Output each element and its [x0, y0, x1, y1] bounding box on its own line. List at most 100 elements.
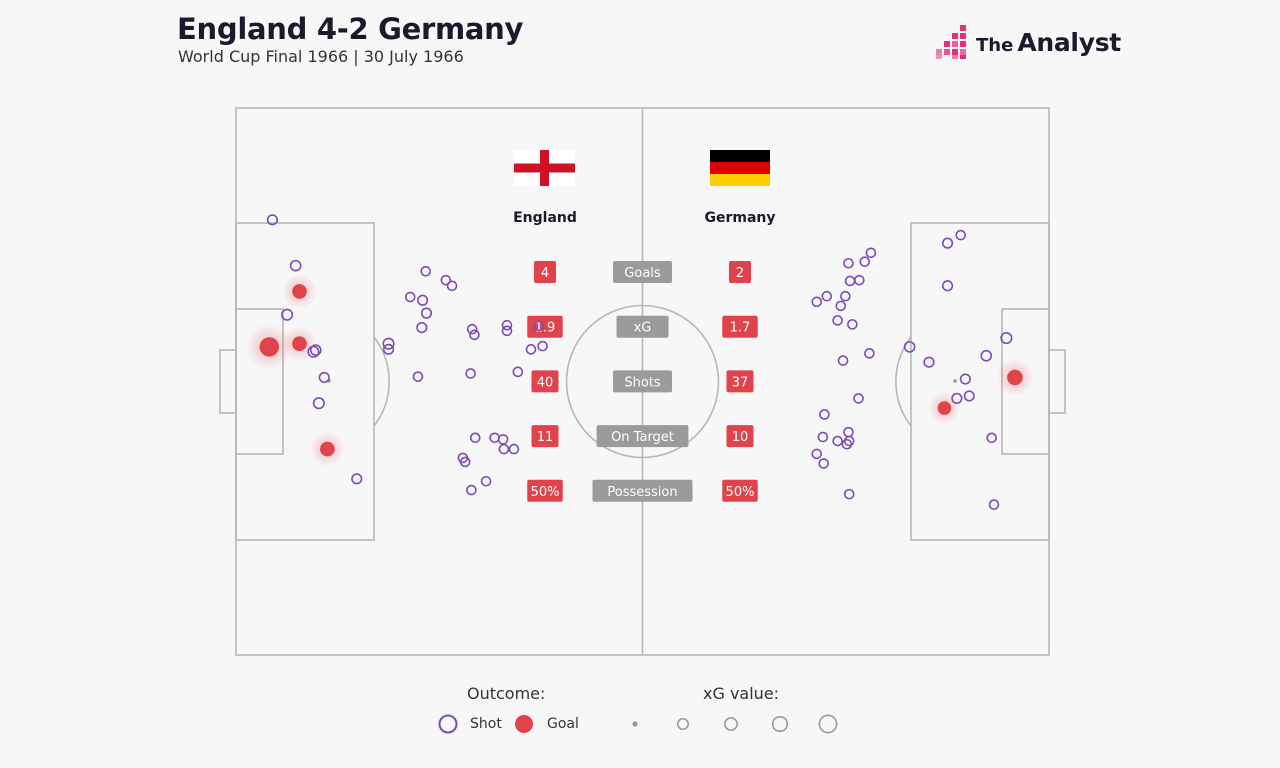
stat-value-england-goals: 4 [541, 266, 549, 281]
stat-badge-england-shots [531, 370, 559, 393]
england-shot-marker [459, 456, 471, 468]
chart-subtitle: World Cup Final 1966 | 30 July 1966 [178, 47, 464, 66]
england-shot-marker [466, 484, 477, 496]
germany-shot-marker [837, 355, 849, 366]
team-name-england: England [513, 210, 577, 226]
germany-flag-icon [710, 150, 770, 186]
germany-shot-marker [844, 275, 856, 287]
germany-shot-marker [817, 431, 829, 443]
germany-shot-marker [819, 409, 830, 420]
legend-xg-title: xG value: [703, 684, 780, 703]
england-shot-marker [512, 366, 524, 378]
england-shot-marker [382, 343, 395, 355]
germany-goal-marker [937, 401, 952, 415]
england-shot-marker [416, 322, 428, 334]
germany-shot-marker [903, 341, 916, 353]
germany-shot-marker [1000, 332, 1013, 345]
germany-shot-marker [955, 229, 967, 241]
stat-label-pill-possession [592, 479, 693, 502]
germany-shot-marker [959, 373, 971, 385]
england-goal-marker [259, 337, 279, 357]
stats-table: Goals 4 2 xG 1.9 1.7 Shots 40 37 On Target 11 10 Pos… [527, 261, 758, 502]
england-shot-marker [469, 432, 481, 444]
germany-shot-marker [818, 458, 829, 469]
brand-the: The [976, 34, 1014, 56]
stat-value-england-on-target: 11 [537, 430, 554, 445]
stat-label-possession: Possession [607, 485, 677, 500]
england-goal-marker [320, 441, 335, 457]
germany-shot-marker [941, 280, 954, 292]
england-shot-marker [312, 397, 325, 410]
germany-shot-marker [865, 247, 877, 259]
stat-value-england-possession: 50% [531, 485, 560, 500]
germany-shot-marker [843, 435, 855, 447]
stat-label-goals: Goals [624, 266, 661, 281]
stat-value-germany-xg: 1.7 [730, 321, 751, 336]
stat-badge-england-goals [534, 261, 556, 283]
england-shot-marker [525, 344, 537, 355]
england-shot-marker [480, 475, 492, 487]
legend-shot-marker [438, 714, 458, 734]
germany-shot-marker [980, 349, 993, 362]
germany-shot-marker [843, 426, 854, 438]
germany-shot-marker [864, 348, 875, 359]
analyst-logo-icon [936, 25, 966, 59]
germany-shot-marker [963, 390, 975, 402]
team-name-germany: Germany [704, 210, 775, 226]
england-shot-marker [266, 214, 278, 226]
england-shot-marker [417, 294, 429, 306]
stat-badge-germany-shots [726, 370, 754, 393]
germany-goal-marker [1007, 369, 1023, 386]
england-shot-marker [382, 337, 395, 350]
germany-shot-marker [859, 256, 871, 267]
stat-label-shots: Shots [624, 375, 661, 390]
germany-shot-marker [923, 356, 935, 368]
stat-badge-germany-goals [729, 261, 751, 283]
legend-outcome-title: Outcome: [467, 684, 546, 703]
germany-shot-marker [811, 296, 823, 308]
legend-xg-scale [632, 714, 838, 734]
chart-title: England 4-2 Germany [177, 12, 524, 46]
england-shot-marker [501, 319, 513, 331]
right-penalty-arc [895, 336, 912, 427]
england-shot-marker [281, 308, 294, 321]
right-goal [1048, 349, 1066, 414]
germany-shot-marker [847, 319, 858, 330]
england-shot-marker [501, 325, 513, 337]
legend-shot-label: Shot [470, 716, 502, 732]
england-shot-marker [351, 473, 363, 485]
legend-xg-circle [724, 717, 738, 731]
england-shot-marker [318, 371, 330, 384]
germany-shot-marker [811, 448, 823, 460]
stat-value-germany-shots: 37 [732, 375, 749, 390]
germany-shot-marker [843, 257, 854, 269]
left-goal [219, 349, 237, 414]
stat-value-germany-possession: 50% [726, 485, 755, 500]
stat-value-england-xg: 1.9 [535, 321, 556, 336]
germany-shot-marker [840, 290, 851, 302]
stat-label-pill-xg [616, 315, 669, 338]
germany-shot-marker [853, 393, 864, 404]
england-shot-marker [498, 443, 510, 455]
germany-shot-marker [832, 435, 843, 447]
germany-shot-marker [853, 274, 865, 286]
stat-label-xg: xG [634, 321, 652, 336]
england-shot-marker [466, 323, 478, 335]
england-shot-marker [533, 320, 545, 332]
stat-label-pill-goals [613, 261, 672, 283]
stat-badge-germany-xg [722, 315, 758, 338]
england-shot-marker [508, 443, 520, 455]
germany-shot-marker [821, 290, 833, 302]
germany-shot-marker [843, 488, 855, 500]
left-penalty-area [235, 222, 375, 541]
shots-layer [246, 214, 1034, 510]
left-penalty-arc [373, 336, 390, 427]
centre-circle [565, 304, 720, 459]
legend-xg-circle [676, 717, 690, 731]
england-goal-marker [292, 336, 307, 352]
brand-name: Analyst [1017, 27, 1121, 57]
brand-logo: The Analyst [932, 22, 1121, 62]
england-shot-marker [489, 432, 500, 444]
england-shot-marker [289, 259, 302, 272]
